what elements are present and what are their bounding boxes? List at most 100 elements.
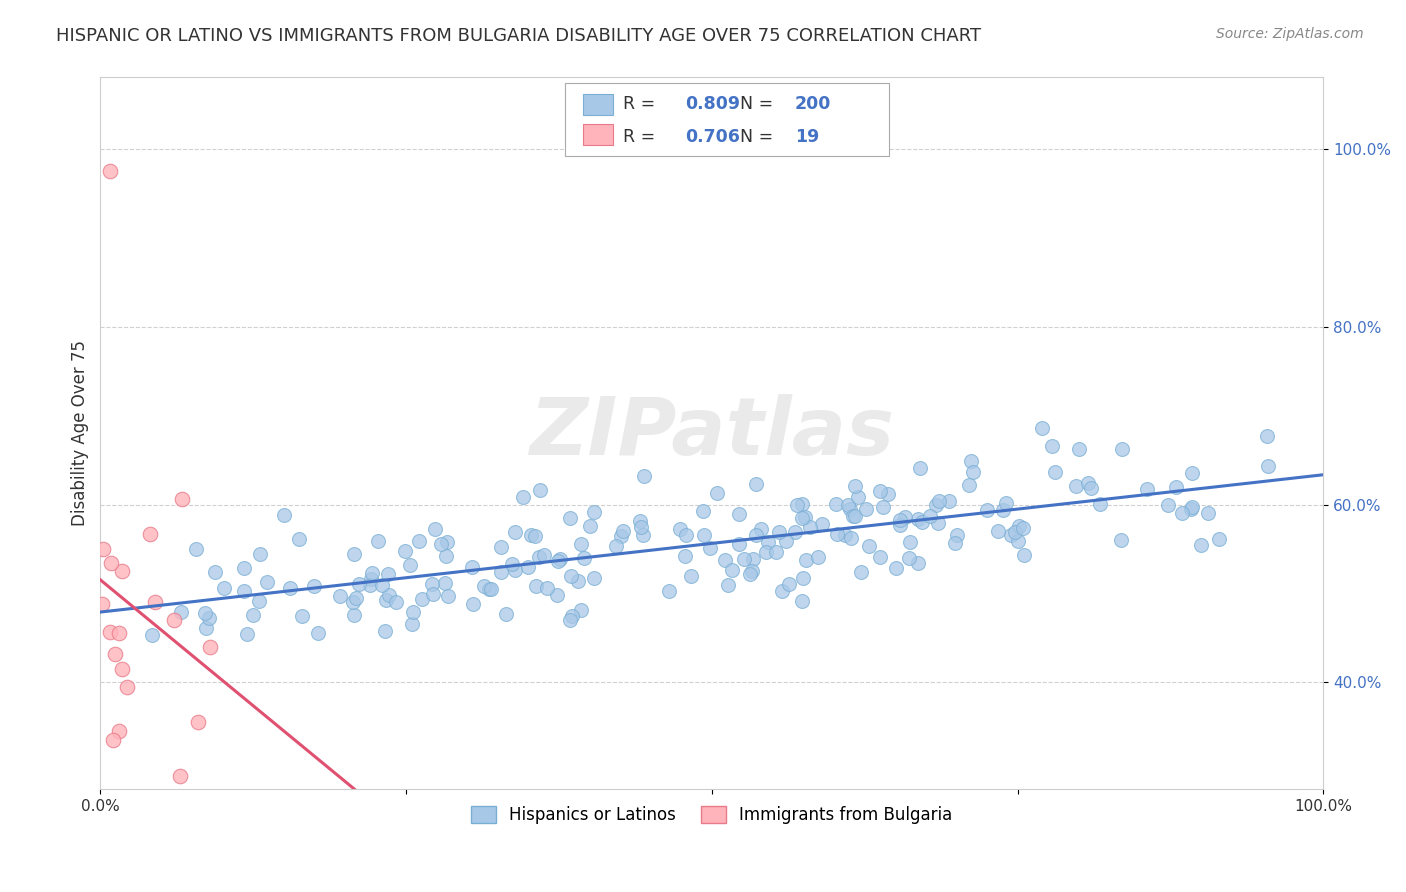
Point bbox=[567, 574, 589, 588]
Point bbox=[307, 626, 329, 640]
Point bbox=[512, 490, 534, 504]
Point bbox=[995, 496, 1018, 510]
Point bbox=[1045, 465, 1067, 479]
Point bbox=[548, 551, 571, 566]
Point bbox=[1111, 533, 1133, 548]
Point bbox=[1180, 467, 1202, 481]
Point bbox=[378, 588, 401, 602]
Point bbox=[807, 549, 830, 564]
Text: 19: 19 bbox=[794, 128, 820, 145]
Point bbox=[872, 500, 894, 515]
Text: 200: 200 bbox=[794, 95, 831, 112]
Point bbox=[536, 581, 558, 595]
Point bbox=[1181, 500, 1204, 514]
Point bbox=[479, 582, 502, 596]
Point bbox=[163, 613, 186, 627]
Point bbox=[145, 595, 167, 609]
Point bbox=[212, 582, 235, 596]
Point bbox=[713, 552, 735, 566]
Point bbox=[429, 537, 451, 551]
Point bbox=[569, 603, 592, 617]
Point bbox=[844, 508, 866, 523]
Point bbox=[1000, 528, 1022, 542]
Point bbox=[1171, 506, 1194, 520]
Point bbox=[558, 613, 581, 627]
Point bbox=[505, 563, 527, 577]
Point bbox=[834, 528, 856, 542]
Point bbox=[233, 584, 256, 599]
Point bbox=[745, 477, 768, 491]
Text: Source: ZipAtlas.com: Source: ZipAtlas.com bbox=[1216, 27, 1364, 41]
Point bbox=[610, 529, 633, 543]
Point bbox=[342, 595, 364, 609]
Point bbox=[291, 608, 314, 623]
Point bbox=[765, 544, 787, 558]
Point bbox=[756, 535, 779, 549]
Point bbox=[897, 551, 920, 566]
Point bbox=[876, 487, 898, 501]
Point bbox=[706, 486, 728, 500]
Point bbox=[1004, 525, 1026, 540]
Point bbox=[790, 594, 813, 608]
Text: 0.809: 0.809 bbox=[685, 95, 740, 112]
Point bbox=[928, 494, 950, 508]
Point bbox=[1197, 507, 1219, 521]
Point bbox=[349, 577, 371, 591]
Point bbox=[733, 552, 755, 566]
Point bbox=[98, 625, 121, 640]
Y-axis label: Disability Age Over 75: Disability Age Over 75 bbox=[72, 341, 89, 526]
Point bbox=[1166, 481, 1188, 495]
Point bbox=[302, 578, 325, 592]
Text: N =: N = bbox=[740, 128, 779, 145]
Point bbox=[884, 560, 907, 574]
Point bbox=[547, 554, 569, 568]
Point bbox=[408, 533, 430, 548]
Point bbox=[793, 510, 815, 524]
Point bbox=[778, 577, 800, 591]
Point bbox=[838, 502, 860, 516]
Point bbox=[194, 606, 217, 620]
Point bbox=[728, 537, 751, 551]
Point bbox=[560, 569, 582, 583]
Point bbox=[945, 528, 967, 542]
Point bbox=[436, 589, 458, 603]
Point bbox=[111, 662, 134, 676]
Point bbox=[236, 627, 259, 641]
Point bbox=[1031, 420, 1053, 434]
Point bbox=[673, 549, 696, 563]
Point bbox=[605, 539, 627, 553]
Point bbox=[799, 520, 821, 534]
Point bbox=[844, 479, 866, 493]
Point bbox=[367, 534, 389, 549]
Point bbox=[200, 640, 222, 654]
Point bbox=[669, 522, 692, 536]
Point bbox=[631, 528, 654, 542]
Point bbox=[172, 492, 194, 507]
Point bbox=[1180, 502, 1202, 516]
Point bbox=[343, 548, 366, 562]
Point bbox=[925, 499, 948, 513]
Point bbox=[612, 524, 634, 539]
Point bbox=[841, 531, 863, 545]
Text: HISPANIC OR LATINO VS IMMIGRANTS FROM BULGARIA DISABILITY AGE OVER 75 CORRELATIO: HISPANIC OR LATINO VS IMMIGRANTS FROM BU… bbox=[56, 27, 981, 45]
Point bbox=[1257, 458, 1279, 473]
Text: ZIPatlas: ZIPatlas bbox=[529, 394, 894, 473]
Point bbox=[717, 578, 740, 592]
Point bbox=[107, 724, 129, 739]
Point bbox=[811, 517, 834, 532]
Point bbox=[908, 461, 931, 475]
Point bbox=[898, 535, 921, 549]
Point bbox=[533, 548, 555, 562]
Point bbox=[1040, 439, 1063, 453]
Point bbox=[841, 508, 863, 523]
Point bbox=[101, 733, 124, 747]
Point bbox=[858, 539, 880, 553]
Point bbox=[775, 533, 797, 548]
Point bbox=[273, 508, 295, 523]
Point bbox=[837, 499, 859, 513]
Point bbox=[489, 565, 512, 579]
Point bbox=[945, 536, 967, 550]
Point bbox=[825, 497, 848, 511]
Point bbox=[100, 556, 122, 570]
Point bbox=[520, 528, 543, 542]
